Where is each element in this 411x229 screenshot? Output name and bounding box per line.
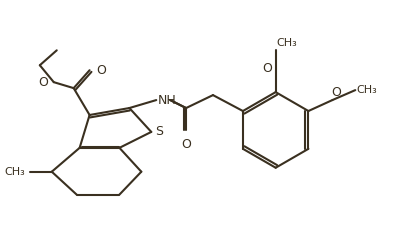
Text: NH: NH [158,94,177,106]
Text: CH₃: CH₃ [4,167,25,177]
Text: CH₃: CH₃ [356,85,377,95]
Text: CH₃: CH₃ [277,38,298,48]
Text: O: O [181,138,191,151]
Text: O: O [97,64,106,77]
Text: O: O [262,62,272,75]
Text: O: O [38,76,48,89]
Text: S: S [155,125,163,138]
Text: O: O [331,86,341,99]
